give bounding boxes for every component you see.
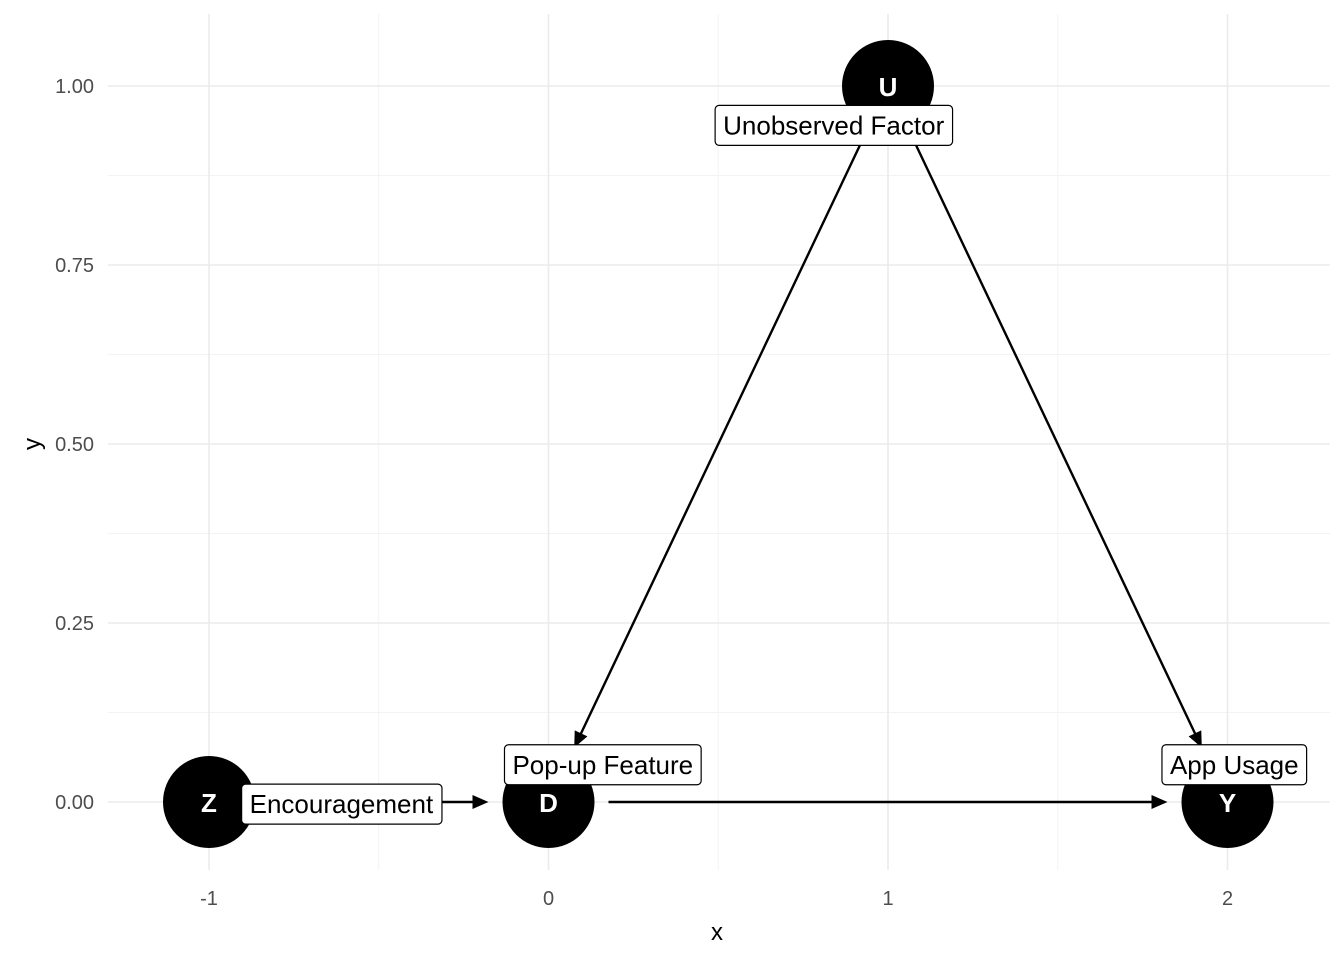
label-box — [241, 783, 443, 825]
arrowhead — [574, 730, 588, 748]
x-tick-label: 2 — [1222, 888, 1233, 910]
edges — [269, 139, 1202, 809]
x-tick-label: 1 — [882, 888, 893, 910]
edge-u-d — [574, 139, 864, 748]
label-box — [714, 104, 954, 146]
edge-u-y — [912, 139, 1202, 748]
x-axis-title: x — [711, 919, 723, 946]
node-label-d: Pop-up Feature — [503, 744, 702, 786]
node-label-u: Unobserved Factor — [714, 104, 954, 146]
label-text: Pop-up Feature — [512, 750, 693, 780]
node-label-y: App Usage — [1161, 744, 1308, 786]
node-letter: Y — [1219, 788, 1236, 818]
label-box — [1161, 744, 1308, 786]
x-tick-label: -1 — [200, 888, 218, 910]
y-tick-labels: 0.00 0.25 0.50 0.75 1.00 — [55, 76, 94, 814]
label-box — [503, 744, 702, 786]
y-tick-label: 0.25 — [55, 613, 94, 635]
node-circle — [163, 756, 255, 848]
label-text: Encouragement — [250, 789, 434, 819]
edge-line — [577, 139, 864, 740]
y-tick-label: 0.00 — [55, 792, 94, 814]
arrowhead — [472, 795, 489, 809]
node-label-z: Encouragement — [241, 783, 443, 825]
node-labels: Encouragement Pop-up Feature Unobserved Fa… — [241, 104, 1308, 825]
y-tick-label: 0.75 — [55, 255, 94, 277]
x-tick-label: 0 — [543, 888, 554, 910]
arrowhead — [1151, 795, 1168, 809]
y-tick-label: 0.50 — [55, 434, 94, 456]
y-axis-title: y — [19, 438, 46, 450]
node-z: Z — [163, 756, 255, 848]
edge-line — [912, 139, 1199, 740]
label-text: Unobserved Factor — [723, 110, 944, 140]
node-letter: Z — [201, 788, 217, 818]
x-tick-labels: -1 0 1 2 — [200, 888, 1233, 910]
arrowhead — [1188, 730, 1202, 748]
node-letter: D — [539, 788, 558, 818]
node-letter: U — [879, 72, 898, 102]
edge-d-y — [608, 795, 1168, 809]
y-tick-label: 1.00 — [55, 76, 94, 98]
label-text: App Usage — [1170, 750, 1299, 780]
